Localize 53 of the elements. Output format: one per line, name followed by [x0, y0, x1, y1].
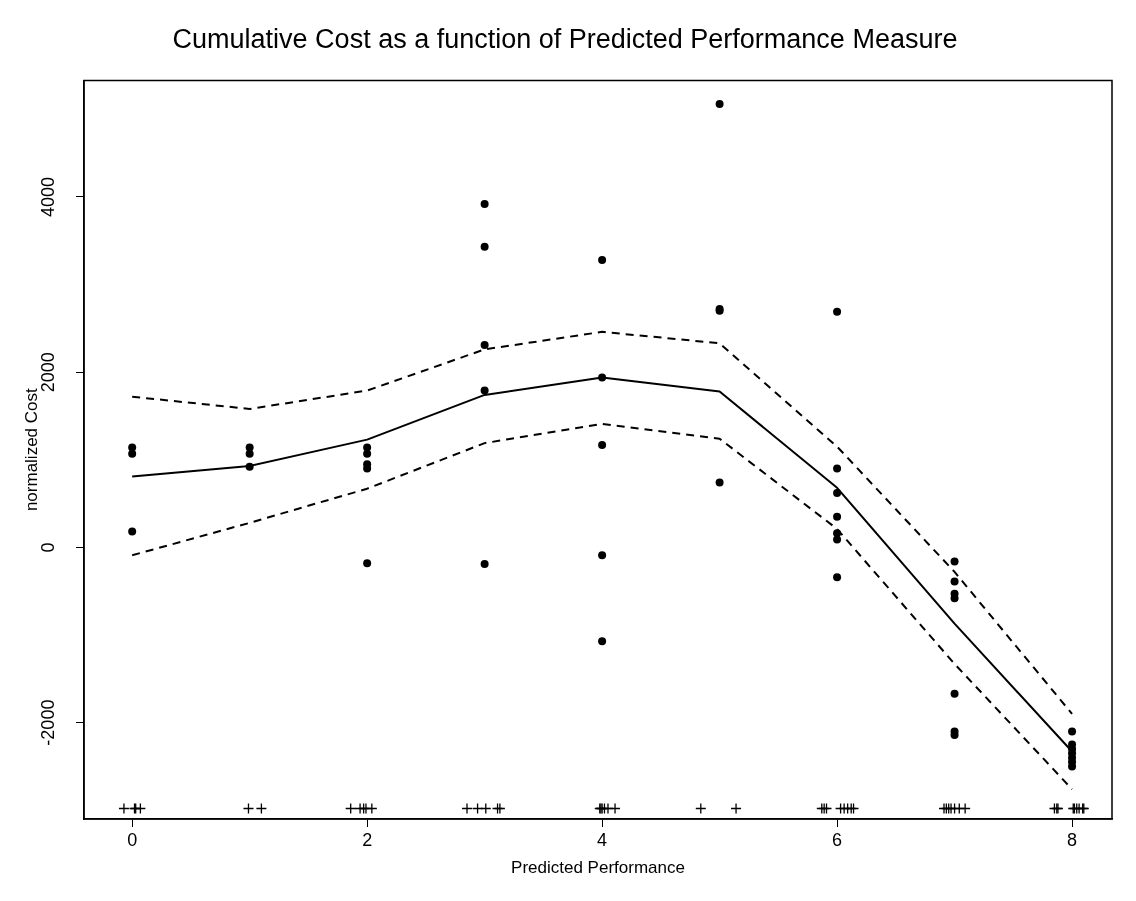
point [950, 577, 959, 586]
x-tick-label: 0 [127, 829, 138, 850]
point [480, 199, 489, 208]
point [1068, 727, 1077, 736]
point [245, 449, 254, 458]
point [480, 386, 489, 395]
y-tick-label: 0 [37, 542, 58, 553]
point [833, 307, 842, 316]
point [366, 802, 378, 815]
point [833, 573, 842, 582]
point [363, 449, 372, 458]
point [833, 535, 842, 544]
point [950, 689, 959, 698]
point [363, 559, 372, 568]
y-tick-label: 4000 [37, 176, 58, 217]
point [598, 256, 607, 265]
point [471, 802, 484, 815]
point [480, 560, 489, 569]
point [598, 637, 607, 646]
point [833, 464, 842, 473]
point [695, 802, 707, 815]
point [480, 802, 492, 815]
point [245, 462, 254, 471]
point [598, 551, 607, 560]
point [609, 802, 621, 815]
point [461, 802, 473, 815]
point [833, 512, 842, 521]
line-series [131, 330, 1074, 715]
point [480, 242, 489, 251]
x-tick-label: 8 [1067, 829, 1078, 850]
point [255, 802, 268, 815]
point [128, 449, 137, 458]
point [715, 100, 724, 109]
x-tick-label: 4 [597, 829, 608, 850]
x-tick-label: 2 [362, 829, 373, 850]
y-tick-label: -2000 [37, 699, 58, 746]
point [730, 802, 742, 815]
x-tick-label: 6 [832, 829, 843, 850]
point [242, 802, 255, 815]
chart-title: Cumulative Cost as a function of Predicted Performance Measure [172, 23, 958, 54]
point [598, 373, 607, 382]
point [959, 802, 971, 815]
point [950, 557, 959, 566]
point [715, 478, 724, 487]
point [345, 802, 357, 815]
point [118, 802, 130, 815]
point [128, 527, 137, 536]
point [480, 341, 489, 349]
x-axis-title: Predicted Performance [511, 858, 685, 878]
point [598, 440, 607, 449]
line-series [131, 422, 1074, 791]
point [833, 489, 842, 498]
point [833, 529, 842, 538]
